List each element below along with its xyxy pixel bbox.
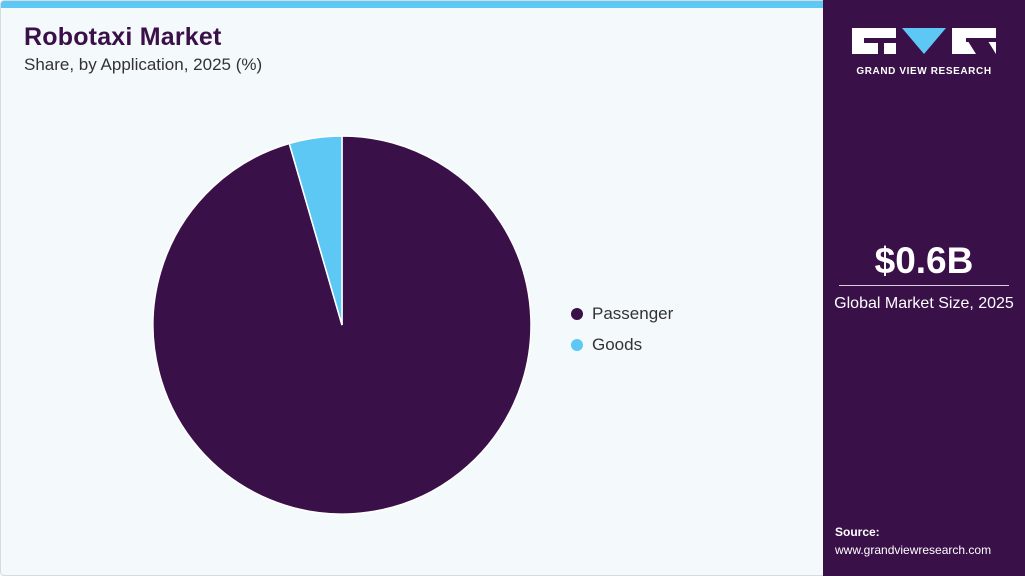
legend-dot-goods bbox=[571, 338, 583, 351]
divider bbox=[839, 285, 1009, 286]
pie-slice-goods bbox=[288, 135, 343, 326]
legend-label-goods: Goods bbox=[592, 334, 643, 354]
brand-name: GRAND VIEW RESEARCH bbox=[856, 66, 992, 77]
top-accent-bar bbox=[1, 1, 824, 8]
grand-view-research-logo bbox=[852, 28, 996, 54]
chart-title: Robotaxi Market bbox=[24, 23, 222, 51]
market-size-value: $0.6B bbox=[874, 240, 974, 281]
legend: Passenger Goods bbox=[571, 298, 673, 360]
chart-subtitle: Share, by Application, 2025 (%) bbox=[24, 55, 263, 74]
market-size-caption: Global Market Size, 2025 bbox=[834, 295, 1014, 312]
legend-item-passenger: Passenger bbox=[571, 298, 673, 329]
source-label: Source: bbox=[835, 525, 880, 539]
legend-dot-passenger bbox=[571, 307, 583, 320]
pie-slices bbox=[152, 135, 532, 515]
legend-item-goods: Goods bbox=[571, 329, 673, 360]
sidebar-panel: GRAND VIEW RESEARCH $0.6B Global Market … bbox=[823, 0, 1025, 576]
legend-label-passenger: Passenger bbox=[592, 303, 674, 323]
source-link[interactable]: www.grandviewresearch.com bbox=[835, 543, 992, 557]
pie-chart bbox=[152, 135, 532, 515]
